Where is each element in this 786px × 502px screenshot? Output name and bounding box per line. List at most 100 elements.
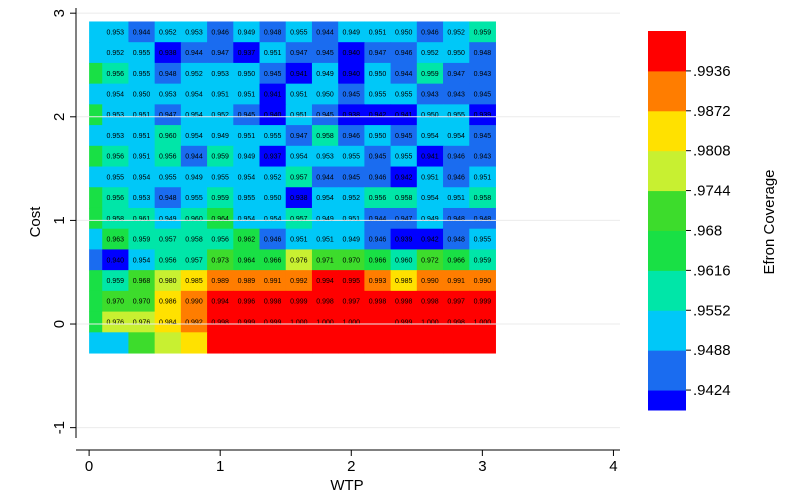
cell-value-label: 0.938 xyxy=(159,50,177,57)
cell-value-label: 0.948 xyxy=(447,216,465,223)
heatmap-cell xyxy=(259,187,287,209)
heatmap-cell xyxy=(180,21,208,43)
cell-value-label: 0.954 xyxy=(421,133,439,140)
cell-value-label: 1.000 xyxy=(290,319,308,326)
heatmap-cell xyxy=(207,290,234,313)
heatmap-cell xyxy=(207,311,234,333)
heatmap-cell xyxy=(390,21,418,43)
heatmap-cell xyxy=(154,270,182,292)
heatmap-cell xyxy=(128,166,156,188)
heatmap-cell xyxy=(443,249,470,271)
heatmap-cell xyxy=(233,21,261,43)
heatmap-cell xyxy=(154,42,182,64)
heatmap-cell xyxy=(180,145,208,168)
heatmap-cell xyxy=(285,83,313,105)
cell-value-label: 0.959 xyxy=(107,278,125,285)
cell-value-label: 0.971 xyxy=(316,257,334,264)
cell-value-label: 0.959 xyxy=(211,195,229,202)
heatmap-cell xyxy=(390,83,418,105)
heatmap-cell xyxy=(180,207,208,230)
cell-value-label: 0.950 xyxy=(133,92,151,99)
cell-value-label: 0.950 xyxy=(264,195,282,202)
cell-value-label: 0.992 xyxy=(290,278,308,285)
heatmap-cell xyxy=(233,145,261,168)
heatmap-cell xyxy=(311,249,339,271)
heatmap-cell xyxy=(338,311,365,333)
heatmap-strip-cell xyxy=(89,83,103,105)
heatmap-cell xyxy=(128,145,156,168)
cell-value-label: 0.945 xyxy=(395,133,413,140)
heatmap-cell xyxy=(390,249,418,271)
cell-value-label: 0.946 xyxy=(211,29,229,36)
cell-value-label: 0.955 xyxy=(395,154,413,161)
heatmap-cell xyxy=(338,145,365,168)
cell-value-label: 0.976 xyxy=(290,257,308,264)
cell-value-label: 0.960 xyxy=(185,216,203,223)
cell-value-label: 0.951 xyxy=(369,29,387,36)
cell-value-label: 0.956 xyxy=(211,237,229,244)
x-tick-label: 4 xyxy=(609,458,617,475)
cell-value-label: 0.941 xyxy=(421,154,439,161)
heatmap-cell xyxy=(311,311,339,333)
cell-value-label: 0.951 xyxy=(447,195,465,202)
heatmap-cell xyxy=(259,270,287,292)
heatmap-cell xyxy=(364,332,392,354)
heatmap-cell xyxy=(469,270,496,292)
heatmap-cell xyxy=(285,290,313,313)
heatmap-cell xyxy=(154,104,182,126)
heatmap-cell xyxy=(443,290,470,313)
cell-value-label: 0.955 xyxy=(133,71,151,78)
cell-value-label: 0.937 xyxy=(238,50,256,57)
heatmap-cell xyxy=(102,83,129,105)
cell-value-label: 0.955 xyxy=(447,112,465,119)
cell-value-label: 0.999 xyxy=(474,299,492,306)
cell-value-label: 0.998 xyxy=(395,299,413,306)
cell-value-label: 0.951 xyxy=(290,112,308,119)
cell-value-label: 0.953 xyxy=(107,29,125,36)
cell-value-label: 0.991 xyxy=(447,278,465,285)
cell-value-label: 0.963 xyxy=(107,237,125,244)
heatmap-cell xyxy=(180,42,208,64)
legend-tick-label: .9552 xyxy=(693,302,731,319)
heatmap-cell xyxy=(390,187,418,209)
cell-value-label: 0.944 xyxy=(185,154,203,161)
heatmap-cell xyxy=(364,270,392,292)
cell-value-label: 0.998 xyxy=(264,299,282,306)
cell-value-label: 0.953 xyxy=(107,133,125,140)
heatmap-strip-cell xyxy=(89,21,103,43)
cell-value-label: 0.944 xyxy=(395,71,413,78)
cell-value-label: 0.941 xyxy=(395,112,413,119)
cell-value-label: 0.951 xyxy=(264,50,282,57)
cell-value-label: 0.949 xyxy=(343,29,361,36)
cell-value-label: 0.951 xyxy=(238,92,256,99)
cell-value-label: 0.950 xyxy=(421,112,439,119)
heatmap-cell xyxy=(259,21,287,43)
heatmap-cell xyxy=(443,145,470,168)
cell-value-label: 0.970 xyxy=(107,299,125,306)
heatmap-cell xyxy=(469,187,496,209)
cell-value-label: 0.940 xyxy=(343,71,361,78)
x-tick-label: 2 xyxy=(347,458,355,475)
cell-value-label: 0.947 xyxy=(290,133,308,140)
heatmap-cell xyxy=(207,21,234,43)
cell-value-label: 0.993 xyxy=(369,278,387,285)
heatmap-cell xyxy=(180,270,208,292)
cell-value-label: 0.957 xyxy=(185,257,203,264)
cell-value-label: 0.990 xyxy=(474,278,492,285)
cell-value-label: 0.955 xyxy=(369,92,387,99)
cell-value-label: 0.976 xyxy=(107,319,125,326)
cell-value-label: 0.944 xyxy=(316,174,334,181)
cell-value-label: 0.949 xyxy=(185,174,203,181)
heatmap-cell xyxy=(390,62,418,85)
heatmap-strip-cell xyxy=(89,249,103,271)
heatmap-cell xyxy=(390,270,418,292)
heatmap-cell xyxy=(128,42,156,64)
heatmap-cell xyxy=(390,145,418,168)
heatmap-cell xyxy=(469,332,496,354)
cell-value-label: 0.951 xyxy=(316,237,334,244)
cell-value-label: 0.962 xyxy=(238,237,256,244)
cell-value-label: 0.949 xyxy=(238,154,256,161)
heatmap-cell xyxy=(443,166,470,188)
heatmap-cell xyxy=(443,125,470,147)
cell-value-label: 0.994 xyxy=(316,278,334,285)
